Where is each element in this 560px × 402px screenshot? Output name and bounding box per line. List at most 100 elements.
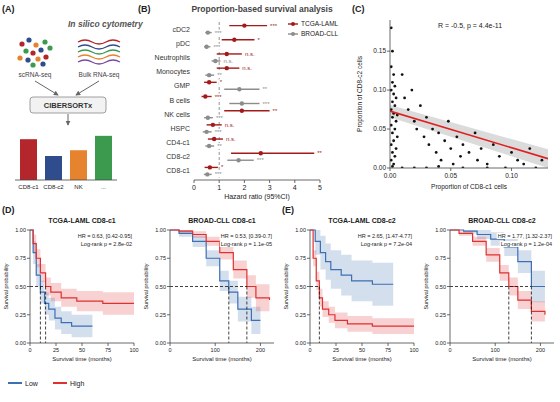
label-patch [214,171,224,177]
point [392,93,395,96]
point [395,96,398,99]
x-axis [390,168,548,169]
point [522,163,525,166]
median-line [319,287,320,344]
label: 0.75 [155,255,166,261]
label: CIBERSORTx [44,101,93,110]
label-patch [216,72,223,78]
tick [215,343,216,346]
label: 1.00 [155,227,166,233]
panel-letter: (C) [352,4,365,14]
tick [362,343,363,346]
label-patch [225,136,237,142]
significance-label: n.s. [245,51,255,57]
label: cDC2 [172,26,190,33]
point [211,123,215,127]
confidence-band [310,230,414,335]
label: 100 [491,347,500,353]
label: 1.00 [295,227,306,233]
label: Bulk RNA-seq [79,71,120,79]
label-patch [80,241,133,247]
survival-curve [310,230,414,326]
label-patch [357,233,414,239]
label: 75 [105,347,111,353]
label-patch [272,108,279,114]
rna-icon [78,55,120,59]
point [236,158,240,162]
point [242,23,246,27]
point [437,132,440,135]
point [435,151,438,154]
error-bar [229,25,267,26]
tick [447,343,450,344]
tick [511,168,512,171]
point [459,155,462,158]
significance-label: *** [257,157,265,163]
cell-icon [35,56,40,61]
label-patch [241,65,253,71]
label: 0.00 [435,340,446,346]
axis-title: Proportion of CD8-c2 cells [356,55,364,132]
point [225,52,229,56]
point [205,172,209,176]
x-axis [450,343,554,344]
label: 50 [359,347,365,353]
point [413,120,416,123]
tick [388,343,389,346]
significance-label: ** [263,86,268,92]
point [206,115,210,119]
tick [447,230,450,231]
rna-icon [78,50,120,54]
significance-label: ** [273,108,278,114]
label: 100 [211,347,220,353]
panel-title: In silico cytometry [68,19,144,29]
label: CD8-c1 [18,184,39,190]
tick [307,343,310,344]
cell-icon [42,39,47,44]
point [476,159,479,162]
significance-label: ** [317,150,322,156]
tick [167,230,170,231]
cell-icon [38,47,43,52]
point [392,139,395,142]
axis-title: Survival time (months) [472,356,532,362]
point [393,155,396,158]
label: 0.25 [155,312,166,318]
significance-label: *** [215,171,223,177]
label: Neutrophils [155,54,191,62]
label: CD4-c1 [166,139,190,146]
cell-icon [40,61,45,66]
tick [27,230,30,231]
significance-label: *** [263,101,271,107]
legend-swatch [291,32,295,36]
tick [307,314,310,315]
tick [387,51,390,52]
tick [167,314,170,315]
point [212,137,216,141]
point [259,151,263,155]
point [528,147,531,150]
point [391,50,394,53]
tick [27,258,30,259]
error-bar [229,103,259,104]
label: 0 [192,184,196,191]
point [391,151,394,154]
legend-swatch [53,382,67,384]
point [401,73,404,76]
arrow [35,81,58,95]
tick [307,230,310,231]
figure: (A)In silico cytometryscRNA-seqBulk RNA-… [0,0,560,402]
fit-band [390,105,548,168]
panel-letter: (B) [138,4,151,14]
label: 0.50 [435,284,446,290]
tick [82,343,83,346]
cell-icon [25,57,30,62]
significance-label: n.s. [223,58,233,64]
point [452,163,455,166]
point [204,45,208,49]
significance-label: * [221,164,224,170]
label: 0.00 [155,340,166,346]
point [449,147,452,150]
tick [447,286,450,287]
median-line [228,287,229,344]
